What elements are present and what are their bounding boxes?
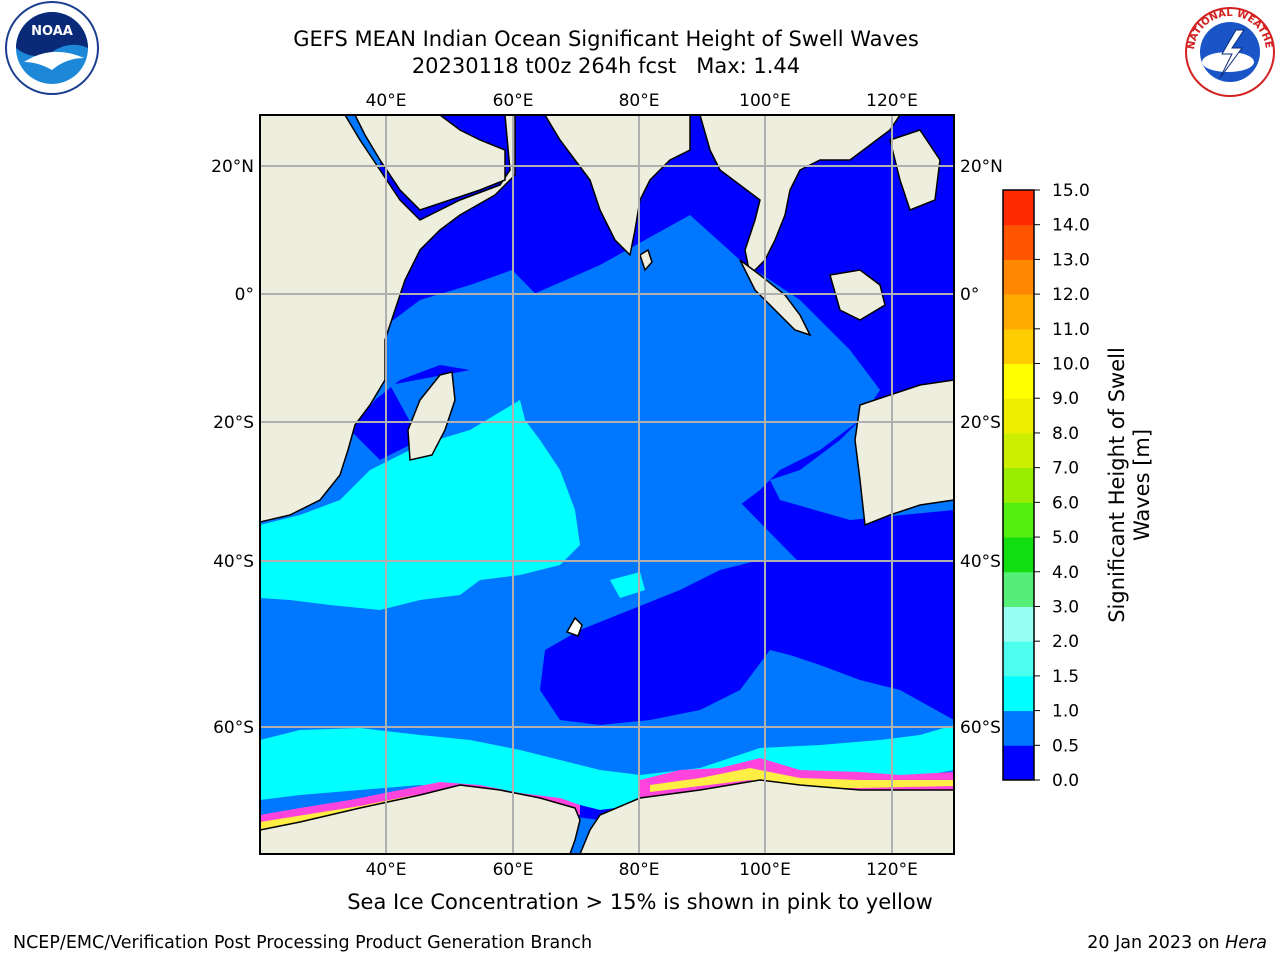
- colorbar-segment: [1003, 467, 1034, 503]
- lat-labels-left: 20°N 0° 20°S 40°S 60°S: [211, 157, 254, 738]
- colorbar-tick-label: 5.0: [1052, 528, 1079, 548]
- lat-labels-right: 20°N 0° 20°S 40°S 60°S: [960, 157, 1003, 738]
- swell-high-patch: [610, 572, 645, 598]
- landmass: [260, 115, 954, 854]
- lon-tick-bottom: 40°E: [366, 860, 407, 880]
- colorbar-frame: [1002, 189, 1035, 781]
- footer-host: Hera: [1225, 933, 1267, 953]
- colorbar-segment: [1003, 745, 1034, 781]
- colorbar-tick-label: 0.5: [1052, 736, 1079, 756]
- colorbar-tick-label: 1.5: [1052, 667, 1079, 687]
- colorbar-tick-label: 15.0: [1052, 181, 1090, 201]
- colorbar-tick-label: 13.0: [1052, 250, 1090, 270]
- nws-logo: NATIONAL WEATHER SERVICE: [1178, 0, 1275, 97]
- lat-tick-right: 0°: [960, 285, 979, 305]
- map-area: [260, 115, 954, 854]
- lat-tick-left: 20°N: [211, 157, 254, 177]
- colorbar-segment: [1003, 710, 1034, 746]
- lat-tick-left: 0°: [235, 285, 254, 305]
- colorbar-title: Significant Height of Swell Waves [m]: [1105, 347, 1154, 623]
- colorbar: 0.0 0.5 1.0 1.5 2.0 3.0 4.0 5.0 6.0 7.0 8.0 9.0 10.0…: [1002, 181, 1090, 791]
- colorbar-tick-label: 0.0: [1052, 771, 1079, 791]
- colorbar-segment: [1003, 641, 1034, 677]
- colorbar-segment: [1003, 190, 1034, 226]
- sea-ice-east-yellow: [650, 768, 954, 792]
- colorbar-segment: [1003, 502, 1034, 538]
- land-philippines: [889, 129, 941, 211]
- lat-tick-right: 60°S: [960, 718, 1001, 738]
- colorbar-segment: [1003, 675, 1034, 712]
- colorbar-tick-label: 6.0: [1052, 493, 1079, 513]
- colorbar-title-line2: Waves [m]: [1130, 429, 1154, 541]
- colorbar-segment: [1003, 606, 1034, 642]
- swell-low-bay: [380, 115, 954, 380]
- land-antarctica: [260, 784, 581, 854]
- lon-labels-bottom: 40°E 60°E 80°E 100°E 120°E: [366, 860, 918, 880]
- footer-credit: NCEP/EMC/Verification Post Processing Pr…: [13, 933, 593, 953]
- chart-subtitle: 20230118 t00z 264h fcst Max: 1.44: [411, 54, 801, 78]
- land-africa: [260, 115, 516, 523]
- colorbar-tick-label: 2.0: [1052, 632, 1079, 652]
- lon-tick-bottom: 60°E: [493, 860, 534, 880]
- footer-date-text: 20 Jan 2023 on: [1087, 933, 1226, 953]
- footer-date: 20 Jan 2023 on Hera: [1087, 933, 1267, 953]
- colorbar-segment: [1003, 537, 1034, 573]
- land-madagascar: [407, 371, 456, 461]
- noaa-logo: NOAA: [5, 1, 99, 95]
- colorbar-tick-label: 11.0: [1052, 320, 1090, 340]
- colorbar-segment: [1003, 328, 1034, 365]
- lon-labels-top: 40°E 60°E 80°E 100°E 120°E: [366, 91, 918, 111]
- colorbar-tick-label: 1.0: [1052, 702, 1079, 722]
- lon-tick-bottom: 100°E: [739, 860, 791, 880]
- chart-title: GEFS MEAN Indian Ocean Significant Heigh…: [293, 27, 919, 51]
- lat-tick-left: 20°S: [213, 413, 254, 433]
- noaa-logo-text: NOAA: [31, 24, 73, 39]
- lon-tick-bottom: 120°E: [866, 860, 918, 880]
- land-kerguelen: [565, 616, 583, 637]
- lon-tick-bottom: 80°E: [619, 860, 660, 880]
- colorbar-segment: [1003, 571, 1034, 607]
- colorbar-title-line1: Significant Height of Swell: [1105, 347, 1129, 623]
- colorbar-segment: [1003, 363, 1034, 399]
- lat-tick-right: 40°S: [960, 552, 1001, 572]
- colorbar-segment: [1003, 224, 1034, 260]
- land-india: [544, 115, 691, 257]
- lon-tick-top: 100°E: [739, 91, 791, 111]
- lat-tick-right: 20°N: [960, 157, 1003, 177]
- lat-tick-right: 20°S: [960, 413, 1001, 433]
- colorbar-segment: [1003, 259, 1034, 295]
- swell-low-north: [360, 115, 954, 725]
- colorbar-tick-label: 14.0: [1052, 216, 1090, 236]
- colorbar-tick-label: 12.0: [1052, 285, 1090, 305]
- colorbar-tick-label: 8.0: [1052, 424, 1079, 444]
- land-antarctica-east: [579, 779, 954, 854]
- land-sumatra: [739, 259, 812, 337]
- map-frame: [259, 114, 955, 855]
- colorbar-tick-label: 7.0: [1052, 459, 1079, 479]
- colorbar-tick-label: 9.0: [1052, 389, 1079, 409]
- swell-high-west: [260, 400, 580, 610]
- land-seasia: [699, 115, 901, 277]
- land-australia: [854, 379, 954, 527]
- lon-tick-top: 120°E: [866, 91, 918, 111]
- colorbar-segment: [1003, 432, 1034, 469]
- lon-tick-top: 40°E: [366, 91, 407, 111]
- lon-tick-top: 80°E: [619, 91, 660, 111]
- land-srilanka: [639, 248, 653, 272]
- sea-ice-caption: Sea Ice Concentration > 15% is shown in …: [347, 890, 933, 914]
- colorbar-segment: [1003, 294, 1034, 330]
- gridlines: [260, 115, 954, 854]
- colorbar-tick-label: 10.0: [1052, 355, 1090, 375]
- colorbar-segment: [1003, 398, 1034, 434]
- land-arabia: [354, 115, 506, 211]
- colorbar-tick-label: 3.0: [1052, 597, 1079, 617]
- lon-tick-top: 60°E: [493, 91, 534, 111]
- lat-tick-left: 40°S: [213, 552, 254, 572]
- lat-tick-left: 60°S: [213, 718, 254, 738]
- colorbar-tick-label: 4.0: [1052, 563, 1079, 583]
